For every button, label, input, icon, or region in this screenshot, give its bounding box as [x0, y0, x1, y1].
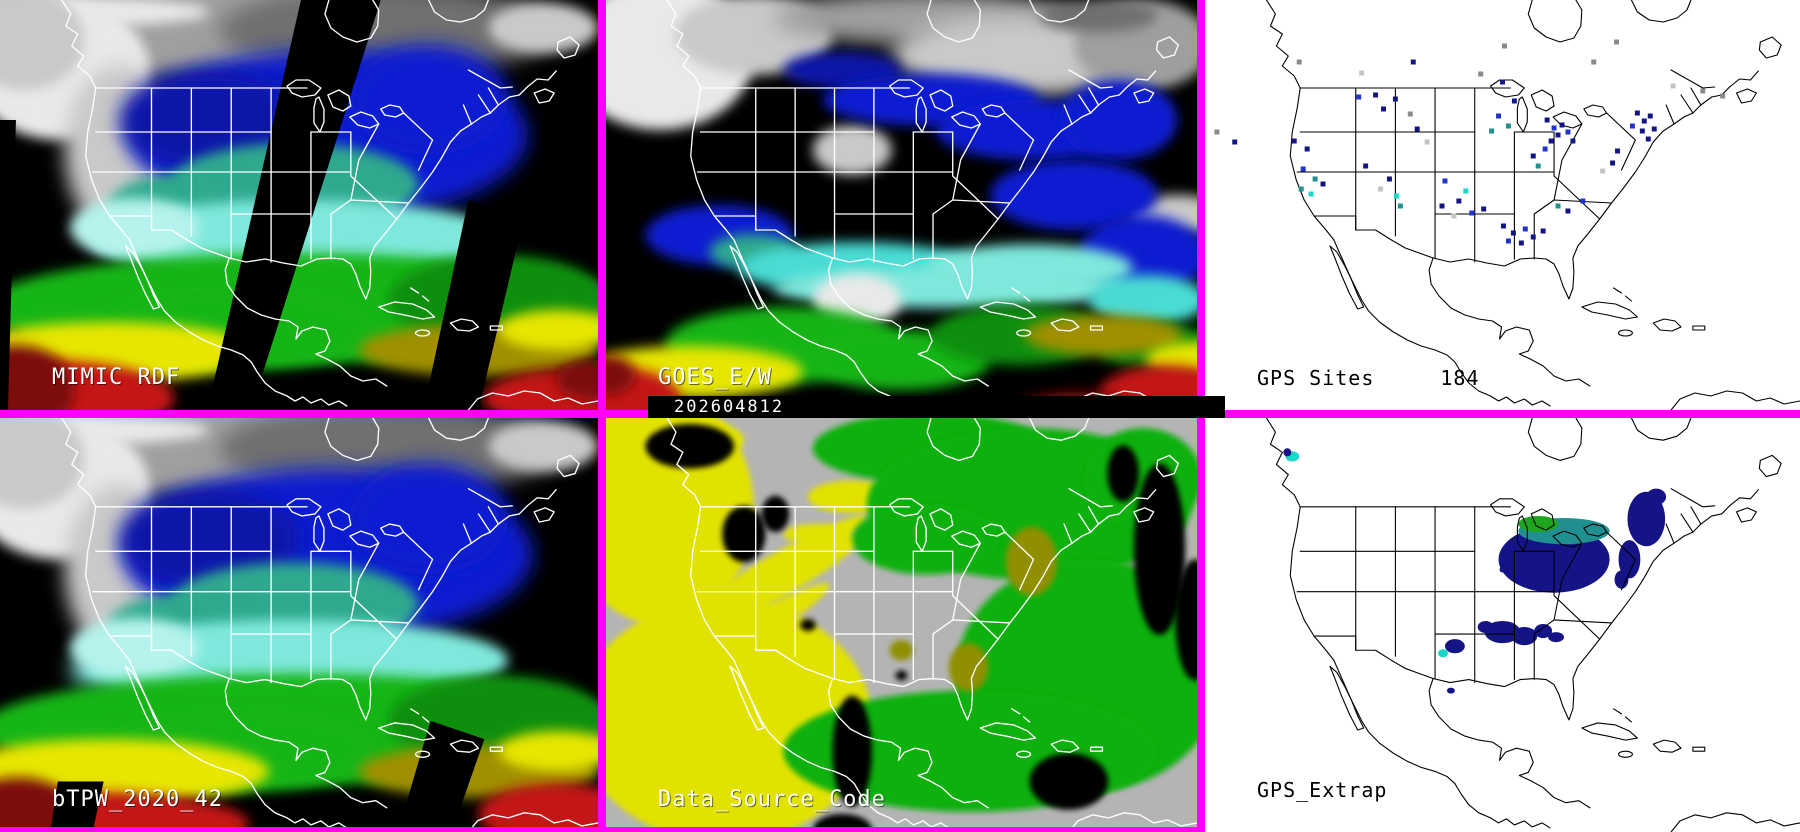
timestamp-text: 202604812: [674, 397, 785, 417]
goes-ew-tpw-image: [606, 0, 1197, 410]
btpw-tpw-image: [0, 418, 598, 832]
orbit-gap-swath: [50, 781, 104, 832]
panel-label-goes-ew: GOES_E/W: [658, 365, 772, 390]
gps-sites-label-text: GPS Sites: [1257, 366, 1375, 390]
panel-label-data-source-code: Data_Source_Code: [658, 787, 886, 812]
gps-sites-map: [1205, 0, 1800, 410]
gps-site-markers: [1214, 39, 1726, 246]
panel-data-source-code: Data_Source_Code: [606, 418, 1197, 832]
data-source-code-image: [606, 418, 1197, 832]
orbit-gap-swath: [207, 0, 381, 410]
panel-gps-sites: GPS Sites 184: [1205, 0, 1800, 410]
gps-sites-count: 184: [1440, 366, 1480, 390]
gps-extrap-map: [1205, 418, 1800, 832]
panel-gps-extrap: GPS_Extrap: [1205, 418, 1800, 832]
panel-label-btpw: bTPW_2020_42: [52, 787, 223, 812]
panel-label-gps-sites: GPS Sites 184: [1257, 366, 1480, 390]
panel-mimic-rdf: MIMIC RDF: [0, 0, 598, 410]
panel-goes-ew: GOES_E/W: [606, 0, 1197, 410]
panel-btpw: bTPW_2020_42: [0, 418, 598, 832]
panel-label-gps-extrap: GPS_Extrap: [1257, 778, 1388, 802]
bottom-edge-divider: [0, 827, 1205, 832]
mimic-rdf-tpw-image: [0, 0, 598, 410]
timestamp-bar: 202604812: [648, 396, 1225, 418]
panel-label-mimic-rdf: MIMIC RDF: [52, 365, 181, 390]
